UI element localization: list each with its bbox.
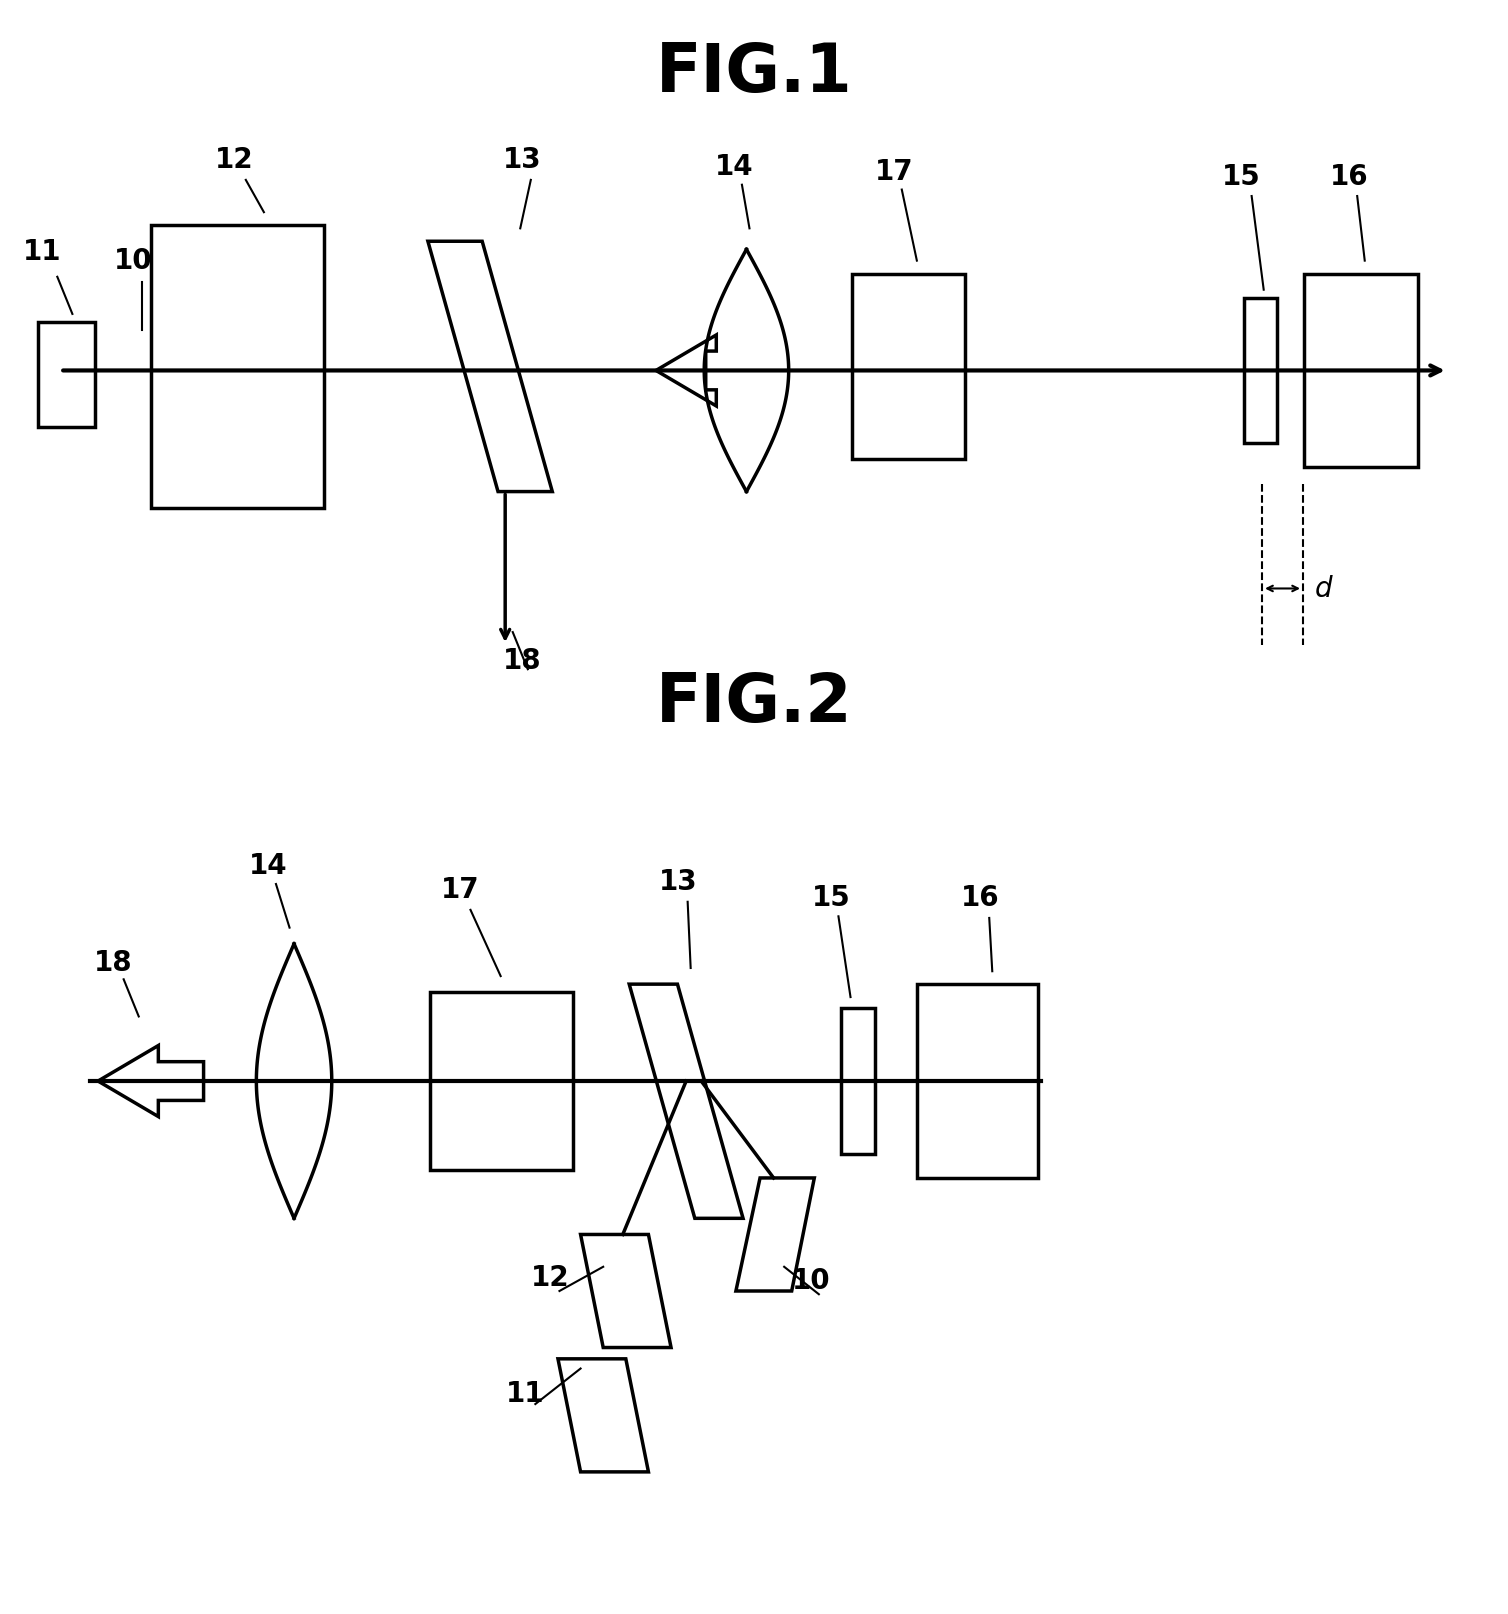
Text: 11: 11 [23,239,62,266]
Bar [38,323,95,428]
Bar [1304,274,1418,468]
Text: d: d [1315,575,1333,604]
Text: 13: 13 [502,147,541,174]
Text: 17: 17 [440,876,480,904]
Text: 16: 16 [961,884,1000,912]
Polygon shape [656,336,716,407]
Text: FIG.2: FIG.2 [656,670,852,734]
Text: 11: 11 [505,1380,544,1407]
Text: 15: 15 [1221,163,1261,190]
Polygon shape [581,1235,671,1348]
Text: 15: 15 [811,884,851,912]
Bar [1244,299,1277,444]
Polygon shape [428,242,552,492]
Polygon shape [558,1359,648,1472]
Text: 16: 16 [1330,163,1369,190]
Text: 18: 18 [93,949,133,976]
Text: 12: 12 [214,147,253,174]
Polygon shape [736,1178,814,1291]
Bar [430,993,573,1170]
Bar [151,226,324,508]
Bar [917,985,1038,1178]
Text: 17: 17 [875,158,914,186]
Polygon shape [98,1046,204,1117]
Text: 10: 10 [792,1267,831,1294]
Text: 14: 14 [249,852,288,880]
Bar [852,274,965,460]
Text: 13: 13 [659,868,698,896]
Bar [841,1009,875,1154]
Text: 12: 12 [531,1264,570,1291]
Text: FIG.1: FIG.1 [656,40,852,105]
Text: 10: 10 [113,247,152,274]
Text: 18: 18 [502,647,541,675]
Text: 14: 14 [715,153,754,181]
Polygon shape [629,985,743,1219]
